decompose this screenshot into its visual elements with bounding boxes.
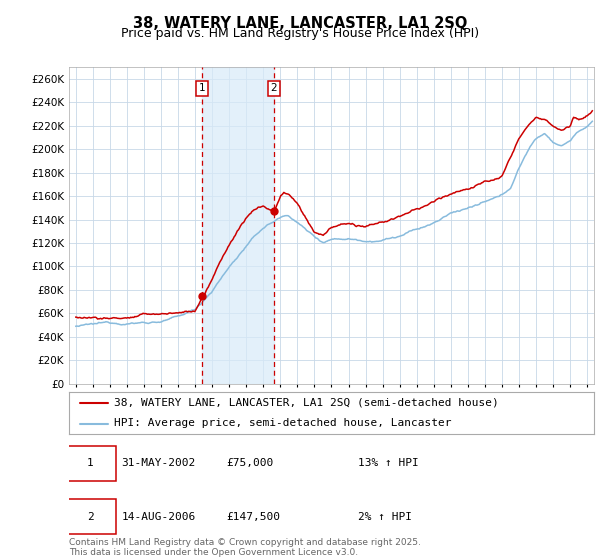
Text: 2: 2 [271,83,277,94]
Text: 2% ↑ HPI: 2% ↑ HPI [358,512,412,521]
Text: Price paid vs. HM Land Registry's House Price Index (HPI): Price paid vs. HM Land Registry's House … [121,27,479,40]
Text: HPI: Average price, semi-detached house, Lancaster: HPI: Average price, semi-detached house,… [113,418,451,428]
Text: 38, WATERY LANE, LANCASTER, LA1 2SQ: 38, WATERY LANE, LANCASTER, LA1 2SQ [133,16,467,31]
FancyBboxPatch shape [64,499,116,534]
Text: Contains HM Land Registry data © Crown copyright and database right 2025.
This d: Contains HM Land Registry data © Crown c… [69,538,421,557]
Text: 31-MAY-2002: 31-MAY-2002 [121,459,196,468]
Text: 13% ↑ HPI: 13% ↑ HPI [358,459,419,468]
Text: £75,000: £75,000 [227,459,274,468]
Text: £147,500: £147,500 [227,512,281,521]
Text: 38, WATERY LANE, LANCASTER, LA1 2SQ (semi-detached house): 38, WATERY LANE, LANCASTER, LA1 2SQ (sem… [113,398,499,408]
Bar [202,67,274,384]
Text: 1: 1 [86,459,94,468]
Text: 2: 2 [86,512,94,521]
FancyBboxPatch shape [64,446,116,481]
Text: 1: 1 [199,83,206,94]
Text: 14-AUG-2006: 14-AUG-2006 [121,512,196,521]
